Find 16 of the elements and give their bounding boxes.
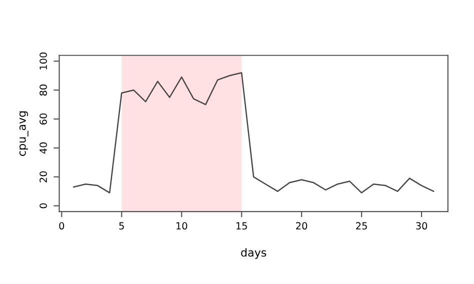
- x-tick-label: 5: [119, 222, 124, 230]
- y-tick-label: 0: [40, 203, 47, 208]
- y-tick-label: 80: [40, 84, 47, 96]
- x-axis-title: days: [241, 248, 266, 259]
- x-tick-label: 30: [416, 222, 428, 230]
- y-axis-title: cpu_avg: [19, 111, 28, 156]
- x-tick-label: 10: [176, 222, 188, 230]
- x-tick-label: 0: [59, 222, 64, 230]
- x-tick-label: 25: [356, 222, 367, 230]
- x-tick-label: 15: [236, 222, 247, 230]
- y-tick-label: 100: [40, 52, 47, 70]
- y-tick-label: 60: [40, 113, 47, 125]
- line-series: [73, 72, 434, 194]
- y-tick-label: 40: [40, 142, 47, 154]
- x-tick-label: 20: [296, 222, 308, 230]
- y-tick-label: 20: [40, 171, 47, 182]
